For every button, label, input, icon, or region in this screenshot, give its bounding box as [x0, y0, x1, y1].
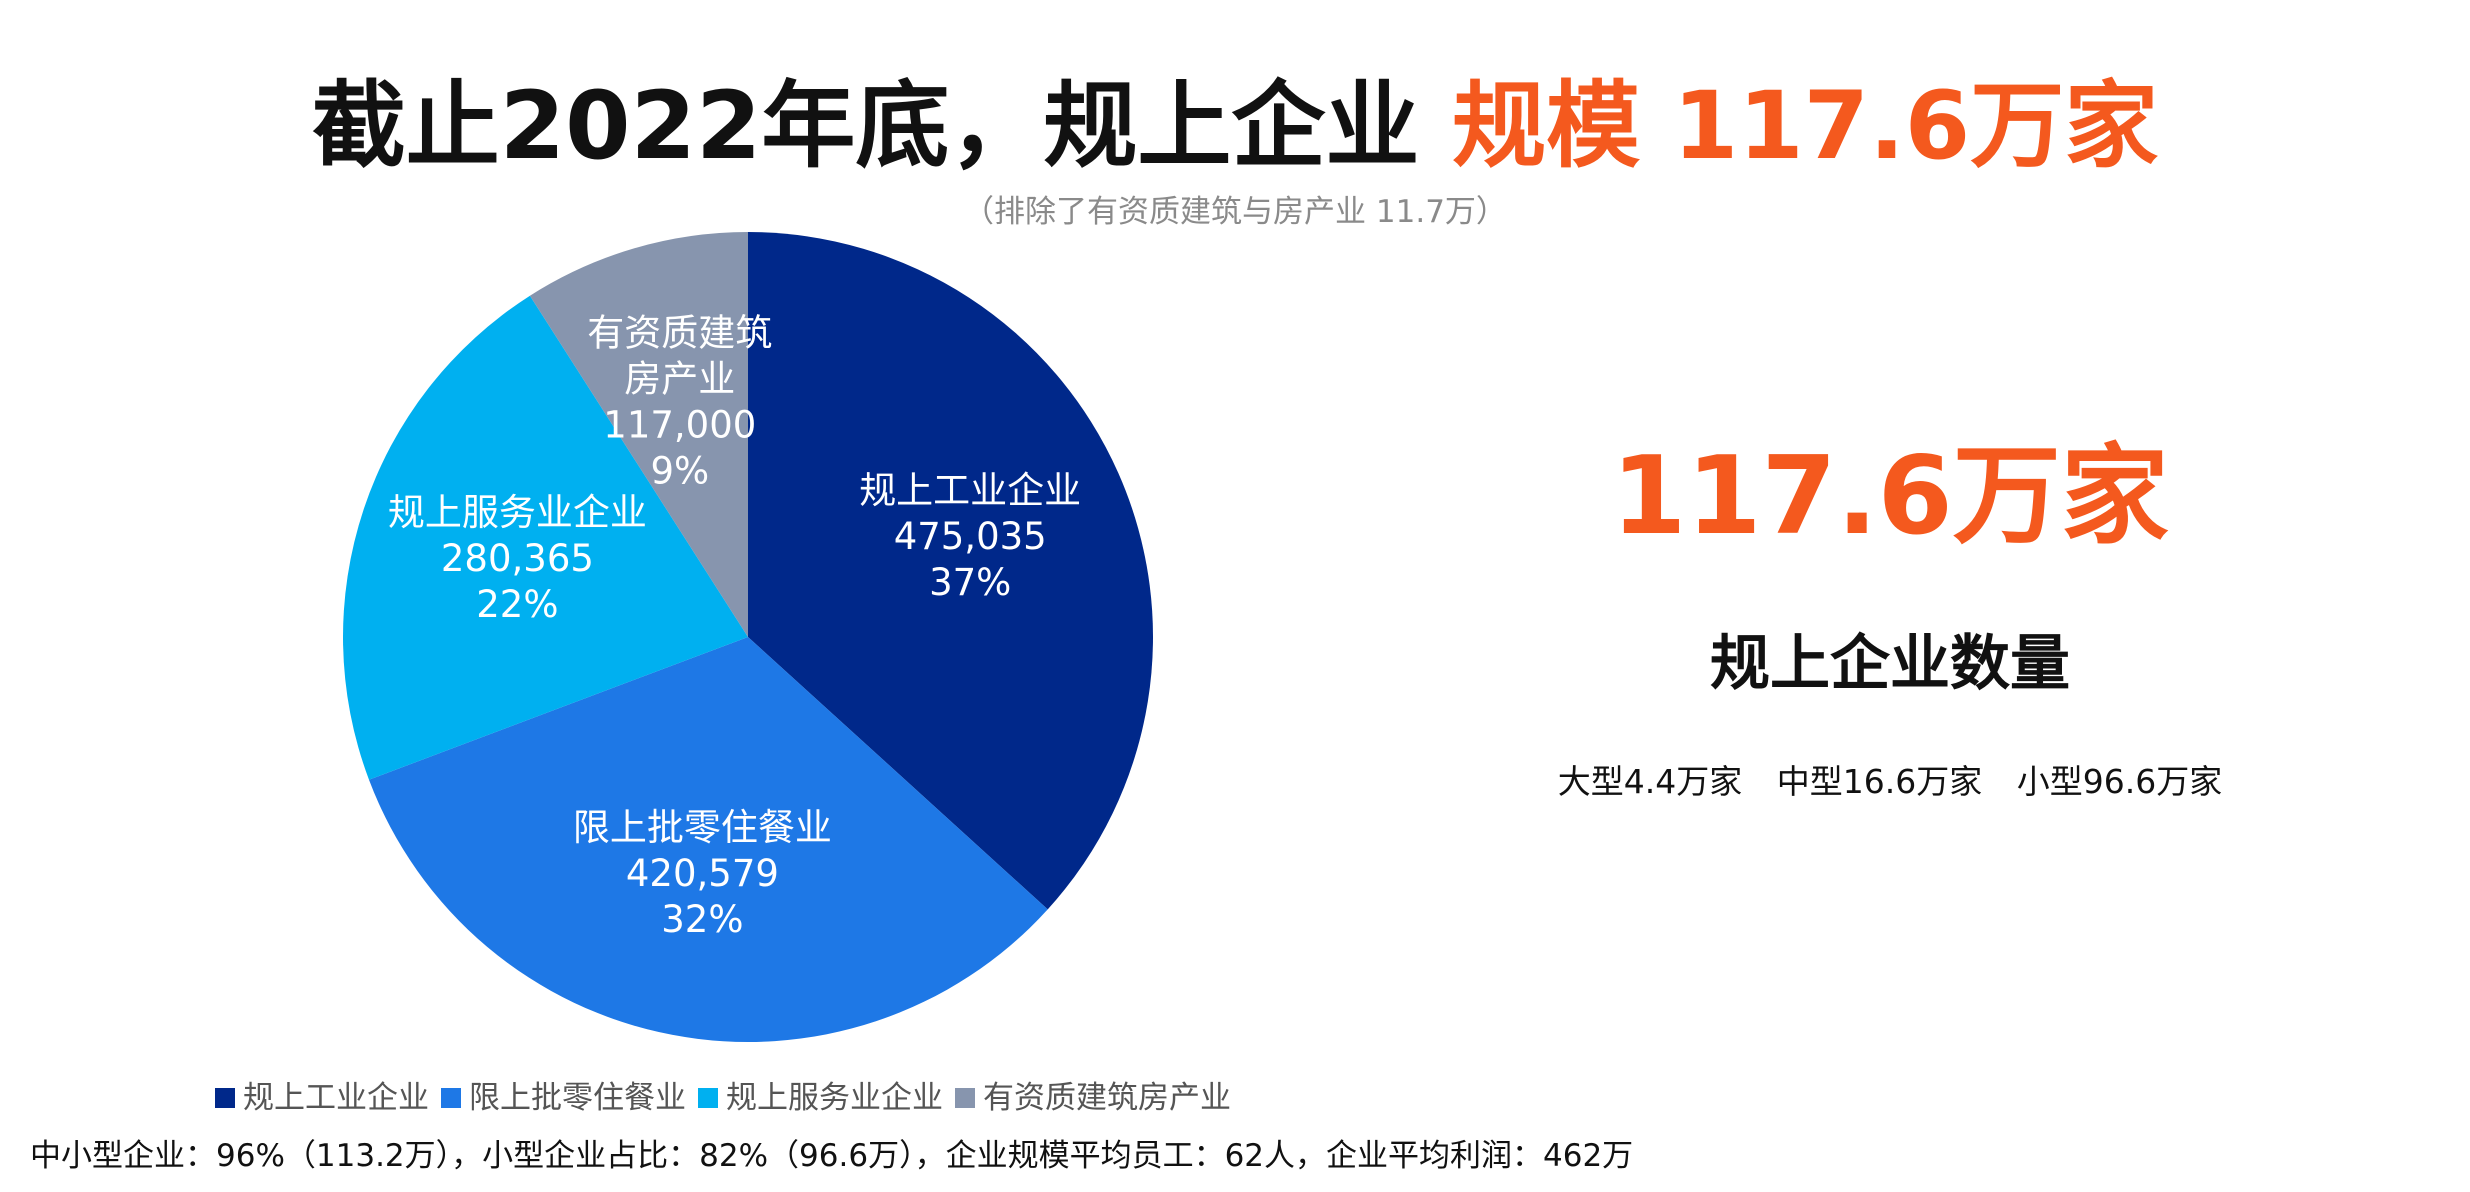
slice-value-industrial: 475,035 [894, 515, 1047, 558]
pie-slice-construction [529, 232, 748, 637]
chart-legend: 规上工业企业 限上批零住餐业 规上服务业企业 有资质建筑房产业 [215, 1078, 1243, 1118]
legend-swatch-industrial [215, 1088, 235, 1108]
slice-percent-retail: 32% [661, 898, 743, 941]
breakdown-large: 大型4.4万家 [1557, 762, 1743, 801]
breakdown-small: 小型96.6万家 [2016, 762, 2223, 801]
total-enterprise-label: 规上企业数量 [1710, 629, 2070, 699]
pie-slice-industrial [748, 232, 1153, 910]
legend-item-industrial: 规上工业企业 [215, 1078, 429, 1118]
legend-label-services: 规上服务业企业 [726, 1080, 943, 1116]
legend-label-industrial: 规上工业企业 [243, 1080, 429, 1116]
pie-slice-retail [368, 637, 1048, 1042]
slice-value-retail: 420,579 [626, 852, 779, 895]
size-breakdown: 大型4.4万家 中型16.6万家 小型96.6万家 [1500, 760, 2280, 804]
slice-value-construction: 117,000 [603, 403, 756, 446]
pie-slice-services [343, 295, 748, 780]
title-prefix: 截止2022年底，规上企业 [311, 72, 1420, 181]
footer-note: 中小型企业：96%（113.2万），小型企业占比：82%（96.6万），企业规模… [30, 1138, 1634, 1174]
legend-item-services: 规上服务业企业 [698, 1078, 943, 1118]
total-enterprise-count: 117.6万家 [1611, 434, 2169, 559]
slice-value-services: 280,365 [441, 537, 594, 580]
legend-item-construction: 有资质建筑房产业 [955, 1078, 1231, 1118]
legend-swatch-services [698, 1088, 718, 1108]
page-title: 截止2022年底，规上企业 规模 117.6万家 [0, 72, 2470, 182]
legend-label-construction: 有资质建筑房产业 [983, 1080, 1231, 1116]
page-subtitle: （排除了有资质建筑与房产业 11.7万） [963, 194, 1507, 230]
slice-percent-industrial: 37% [929, 561, 1011, 604]
slice-label-0-industrial: 规上工业企业 [859, 469, 1081, 512]
legend-swatch-retail [441, 1088, 461, 1108]
legend-item-retail: 限上批零住餐业 [441, 1078, 686, 1118]
slice-label-1-construction: 房产业 [624, 357, 735, 400]
title-highlight: 规模 117.6万家 [1452, 72, 2159, 181]
slice-label-0-retail: 限上批零住餐业 [573, 806, 832, 849]
legend-swatch-construction [955, 1088, 975, 1108]
legend-label-retail: 限上批零住餐业 [469, 1080, 686, 1116]
slice-percent-services: 22% [476, 583, 558, 626]
slice-percent-construction: 9% [650, 449, 709, 492]
slice-label-0-services: 规上服务业企业 [388, 491, 647, 534]
breakdown-medium: 中型16.6万家 [1776, 762, 1983, 801]
slice-label-0-construction: 有资质建筑 [587, 311, 772, 354]
